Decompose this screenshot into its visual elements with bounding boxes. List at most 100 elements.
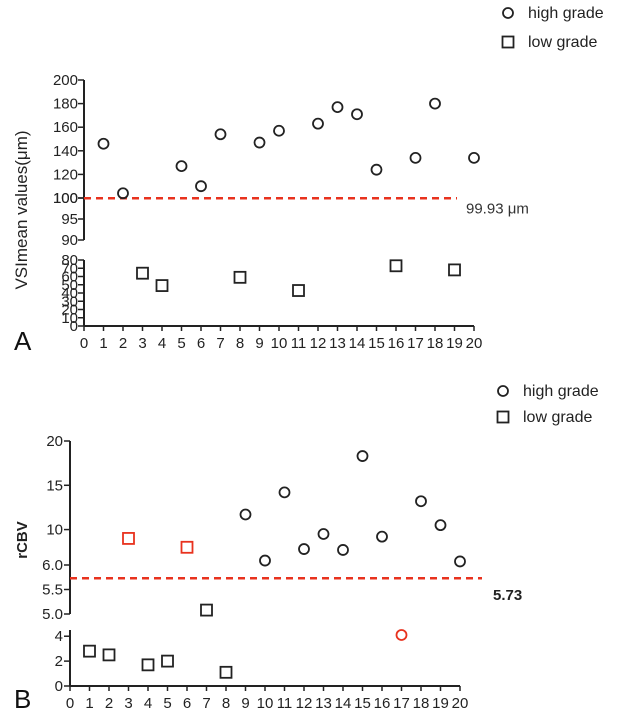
data-point-high-grade xyxy=(278,486,291,499)
x-tick-label: 13 xyxy=(329,335,346,352)
y-tick-label: 5.0 xyxy=(42,606,63,623)
x-tick-label: 1 xyxy=(85,695,93,712)
data-point-high-grade xyxy=(97,137,110,150)
data-point-low-grade xyxy=(292,284,305,297)
x-tick-label: 0 xyxy=(66,695,74,712)
x-tick-label: 14 xyxy=(349,335,366,352)
x-tick-label: 12 xyxy=(310,335,327,352)
y-tick-label: 90 xyxy=(61,232,78,249)
x-tick-label: 15 xyxy=(368,335,385,352)
legend-label: high grade xyxy=(523,383,599,400)
legend-label: high grade xyxy=(528,5,604,22)
data-point-high-grade xyxy=(312,117,324,130)
data-point-high-grade xyxy=(175,160,188,173)
y-axis-label: VSImean values(μm) xyxy=(12,130,31,289)
data-point-high-grade xyxy=(214,128,227,141)
data-point-low-grade xyxy=(233,270,247,284)
panel-letter-a: A xyxy=(14,326,32,356)
legend-marker-circle xyxy=(497,385,509,397)
y-tick-label: 20 xyxy=(46,433,63,450)
y-tick-label: 120 xyxy=(53,166,78,183)
data-point-high-grade xyxy=(454,555,466,568)
data-point-high-grade xyxy=(468,151,480,164)
y-tick-label: 100 xyxy=(53,190,78,207)
x-tick-label: 5 xyxy=(163,695,171,712)
y-tick-label: 180 xyxy=(53,96,78,113)
x-tick-label: 4 xyxy=(144,695,152,712)
x-tick-label: 6 xyxy=(183,695,191,712)
data-point-high-grade xyxy=(117,187,129,200)
legend-marker-square xyxy=(496,410,510,424)
x-tick-label: 10 xyxy=(271,335,288,352)
data-point-low-grade xyxy=(200,603,213,617)
x-tick-label: 6 xyxy=(197,335,205,352)
x-tick-label: 2 xyxy=(105,695,113,712)
x-tick-label: 17 xyxy=(407,335,424,352)
x-tick-label: 2 xyxy=(119,335,127,352)
data-point-high-grade xyxy=(317,528,330,540)
data-point-high-grade xyxy=(409,151,422,164)
y-tick-label: 2 xyxy=(55,653,63,670)
data-point-high-grade xyxy=(395,629,408,641)
x-tick-label: 11 xyxy=(291,335,307,352)
threshold-label: 5.73 xyxy=(493,587,522,604)
data-point-low-grade xyxy=(448,263,461,277)
y-tick-label: 200 xyxy=(53,72,78,89)
x-tick-label: 16 xyxy=(388,335,405,352)
data-point-high-grade xyxy=(195,180,207,193)
legend-marker-circle xyxy=(502,7,514,19)
legend-marker-square xyxy=(501,35,515,49)
data-point-high-grade xyxy=(298,543,310,555)
data-point-high-grade xyxy=(376,530,388,543)
x-tick-label: 9 xyxy=(241,695,249,712)
data-point-low-grade xyxy=(219,665,233,679)
panel-a: A 0 1 2 3 4 5 6 7 8 9 10 11 12 13 14 15 16 17 18 19 20010203… xyxy=(12,5,604,356)
panel-b: B 0 1 2 3 4 5 6 7 8 9 10 11 12 13 14 15 16 17 18 19 200245.0… xyxy=(14,383,599,714)
y-tick-label: 4 xyxy=(55,628,63,645)
data-point-low-grade xyxy=(180,540,194,554)
data-point-high-grade xyxy=(415,495,427,508)
x-tick-label: 14 xyxy=(335,695,352,712)
data-point-low-grade xyxy=(136,266,149,280)
data-point-high-grade xyxy=(253,136,266,149)
y-tick-label: 100 xyxy=(53,190,78,207)
y-tick-label: 6.0 xyxy=(42,557,63,574)
data-point-high-grade xyxy=(434,519,447,532)
y-tick-label: 60 xyxy=(61,269,78,286)
y-axis-label: rCBV xyxy=(14,521,31,559)
x-tick-label: 18 xyxy=(413,695,430,712)
data-point-high-grade xyxy=(239,508,252,521)
x-tick-label: 4 xyxy=(158,335,166,352)
data-point-low-grade xyxy=(102,648,116,662)
y-tick-label: 15 xyxy=(46,477,63,494)
x-tick-label: 20 xyxy=(466,335,483,352)
y-tick-label: 80 xyxy=(61,252,78,269)
x-tick-label: 13 xyxy=(315,695,332,712)
x-tick-label: 8 xyxy=(222,695,230,712)
data-point-high-grade xyxy=(273,124,285,137)
x-tick-label: 12 xyxy=(296,695,313,712)
x-tick-label: 11 xyxy=(277,695,293,712)
x-tick-label: 18 xyxy=(427,335,444,352)
x-tick-label: 10 xyxy=(257,695,274,712)
data-point-low-grade xyxy=(389,259,403,273)
data-point-high-grade xyxy=(259,554,271,567)
data-point-low-grade xyxy=(161,654,174,668)
y-tick-label: 10 xyxy=(46,522,63,539)
y-tick-label: 20 xyxy=(61,302,78,319)
data-point-high-grade xyxy=(429,97,441,110)
y-tick-label: 95 xyxy=(61,211,78,228)
x-tick-label: 7 xyxy=(202,695,210,712)
x-tick-label: 9 xyxy=(255,335,263,352)
data-point-low-grade xyxy=(83,644,96,658)
y-tick-label: 70 xyxy=(61,260,78,277)
y-tick-label: 5.5 xyxy=(42,582,63,599)
y-tick-label: 50 xyxy=(61,277,78,294)
x-tick-label: 1 xyxy=(99,335,107,352)
y-tick-label: 10 xyxy=(61,310,78,327)
x-tick-label: 5 xyxy=(177,335,185,352)
x-tick-label: 20 xyxy=(452,695,469,712)
y-tick-label: 40 xyxy=(61,285,78,302)
data-point-high-grade xyxy=(351,108,363,121)
data-point-low-grade xyxy=(155,279,169,292)
